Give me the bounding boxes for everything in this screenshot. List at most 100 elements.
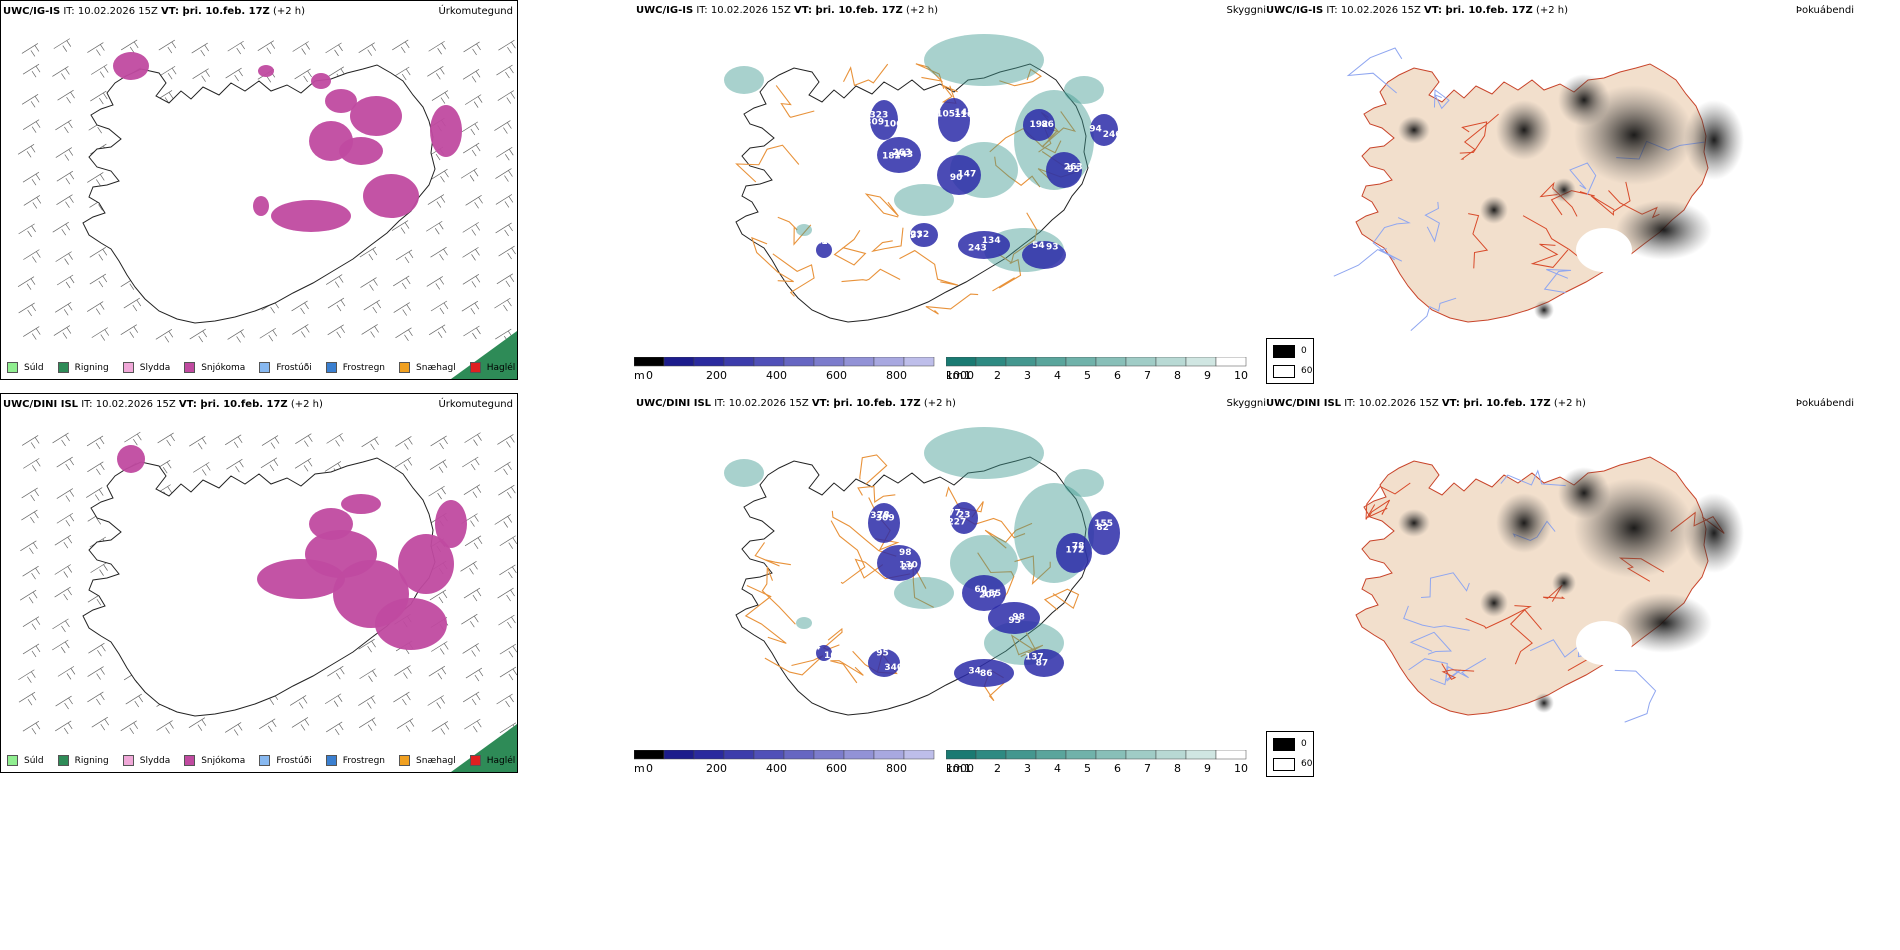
- ceiling-value-label: 134: [982, 236, 1001, 246]
- panel-header: UWC/DINI ISL IT: 10.02.2026 15Z VT: þri.…: [3, 399, 323, 410]
- init-time: 10.02.2026 15Z: [728, 398, 809, 409]
- precip-legend-item: Slydda: [122, 362, 170, 373]
- valid-time: þri. 10.feb. 17Z: [812, 5, 903, 16]
- ceiling-value-label: 98: [1012, 613, 1025, 623]
- panel-title: Þokuábendi: [1795, 5, 1854, 16]
- ceiling-value-label: 197: [821, 237, 840, 247]
- precip-legend-item: Snjókoma: [184, 362, 245, 373]
- precip-legend-item: Slydda: [122, 755, 170, 766]
- visibility-tick: 3: [1024, 762, 1031, 775]
- visibility-tick: 8: [1174, 762, 1181, 775]
- vt-label: VT:: [811, 398, 830, 409]
- iceland-outline: [82, 445, 467, 717]
- precip-legend-item: Rigning: [57, 362, 109, 373]
- ceiling-value-label: 94: [1089, 125, 1102, 135]
- ceiling-colorbar-swatches: [633, 749, 935, 760]
- ceiling-colorbar: m 0 200 400 600 800 1000: [633, 356, 974, 382]
- ceiling-value-label: 95: [1067, 165, 1080, 175]
- fog-index-map: [1333, 47, 1744, 331]
- ceiling-tick: 0: [646, 762, 653, 775]
- ceiling-value-label: 155: [1094, 519, 1113, 529]
- ceiling-unit: m: [634, 369, 645, 382]
- precip-swatch: [122, 755, 134, 766]
- visibility-tick: 3: [1024, 369, 1031, 382]
- ceiling-value-label: 82: [1096, 523, 1109, 533]
- ceiling-colorbar: m 0 200 400 600 800 1000: [633, 749, 974, 775]
- fog-legend-high-swatch: [1273, 345, 1295, 358]
- fog-legend: 0 60: [1266, 338, 1314, 384]
- fog-index-panel: UWC/DINI ISL IT: 10.02.2026 15Z VT: þri.…: [1264, 393, 1864, 773]
- ceiling-tick: 800: [886, 762, 907, 775]
- ceiling-tick: 200: [706, 369, 727, 382]
- panel-header: UWC/DINI ISL IT: 10.02.2026 15Z VT: þri.…: [636, 398, 956, 409]
- rain-area: [451, 331, 517, 379]
- precip-legend: Súld Rigning Slydda Snjókoma Frostúði Frostre…: [7, 362, 529, 373]
- precip-type-map: [17, 38, 517, 379]
- ceiling-value-label: 232: [910, 230, 929, 240]
- ceiling-tick: 1000: [946, 369, 974, 382]
- ceiling-value-label: 90: [950, 173, 963, 183]
- precip-type-panel: UWC/IG-IS IT: 10.02.2026 15Z VT: þri. 10…: [0, 0, 518, 380]
- ceiling-value-label: 182: [882, 151, 901, 161]
- ceiling-value-label: 243: [968, 244, 987, 254]
- ceiling-value-label: 93: [1046, 243, 1059, 253]
- init-time: 10.02.2026 15Z: [1340, 5, 1421, 16]
- ceiling-value-label: 105: [936, 110, 955, 120]
- precip-swatch: [399, 362, 411, 373]
- ceiling-value-label: 246: [1103, 130, 1122, 140]
- init-time: 10.02.2026 15Z: [1358, 398, 1439, 409]
- ceiling-tick: 400: [766, 369, 787, 382]
- ceiling-tick: 200: [706, 762, 727, 775]
- precip-swatch: [325, 362, 337, 373]
- precip-legend-label: Rigning: [74, 755, 109, 766]
- glacier-area: [1576, 228, 1632, 272]
- ceiling-value-label: 155: [982, 589, 1001, 599]
- panel-header: UWC/IG-IS IT: 10.02.2026 15Z VT: þri. 10…: [1266, 5, 1568, 16]
- ceiling-value-label: 86: [980, 669, 993, 679]
- visibility-tick: 10: [1234, 369, 1248, 382]
- model-name: UWC/DINI ISL: [3, 399, 79, 410]
- fog-legend-low-swatch: [1273, 758, 1295, 771]
- precip-legend-label: Frostregn: [342, 362, 386, 373]
- lead-time: (+2 h): [1550, 398, 1586, 409]
- panel-header: UWC/DINI ISL IT: 10.02.2026 15Z VT: þri.…: [1266, 398, 1586, 409]
- ceiling-value-label: 207: [979, 591, 998, 601]
- precip-legend-label: Snjókoma: [201, 362, 246, 373]
- init-time: 10.02.2026 15Z: [710, 5, 791, 16]
- ceiling-value-label: 78: [877, 511, 890, 521]
- precip-legend-item: Súld: [7, 755, 44, 766]
- visibility-tick: 1: [964, 369, 971, 382]
- precip-swatch: [57, 362, 69, 373]
- it-label: IT:: [1323, 5, 1341, 16]
- ceiling-tick: 0: [646, 369, 653, 382]
- ceiling-tick: 600: [826, 369, 847, 382]
- valid-time: þri. 10.feb. 17Z: [829, 398, 921, 409]
- ceiling-value-label: 323: [870, 111, 889, 121]
- ceiling-value-label: 29: [901, 563, 914, 573]
- ceiling-value-label: 192: [1030, 120, 1049, 130]
- ceiling-value-label: 23: [958, 510, 971, 520]
- fog-legend-high-swatch: [1273, 738, 1295, 751]
- panel-header: UWC/IG-IS IT: 10.02.2026 15Z VT: þri. 10…: [3, 6, 305, 17]
- precip-legend-label: Súld: [24, 362, 44, 373]
- visibility-tick: 10: [1234, 762, 1248, 775]
- ceiling-value-label: 60: [974, 585, 987, 595]
- ceiling-value-label: 77: [948, 509, 961, 519]
- precip-legend-label: Haglél: [486, 755, 516, 766]
- ceiling-value-label: 172: [1066, 546, 1085, 556]
- precip-swatch: [469, 755, 481, 766]
- iceland-outline: [1333, 47, 1744, 331]
- visibility-tick: 2: [994, 762, 1001, 775]
- precip-legend: Súld Rigning Slydda Snjókoma Frostúði Frostre…: [7, 755, 529, 766]
- model-name: UWC/IG-IS: [1266, 5, 1324, 16]
- precip-legend-item: Snjókoma: [184, 755, 245, 766]
- valid-time: þri. 10.feb. 17Z: [196, 399, 288, 410]
- ceiling-map: 326 29 77 155 98 172 155 340 86 87 04 309 130 227 207 9…: [724, 427, 1120, 716]
- precip-legend-item: Haglél: [469, 755, 516, 766]
- fog-legend-low-swatch: [1273, 365, 1295, 378]
- glacier-area: [1576, 621, 1632, 665]
- fog-legend: 0 60: [1266, 731, 1314, 777]
- ceiling-value-label: 263: [1064, 162, 1083, 172]
- precip-legend-item: Frostúði: [259, 362, 312, 373]
